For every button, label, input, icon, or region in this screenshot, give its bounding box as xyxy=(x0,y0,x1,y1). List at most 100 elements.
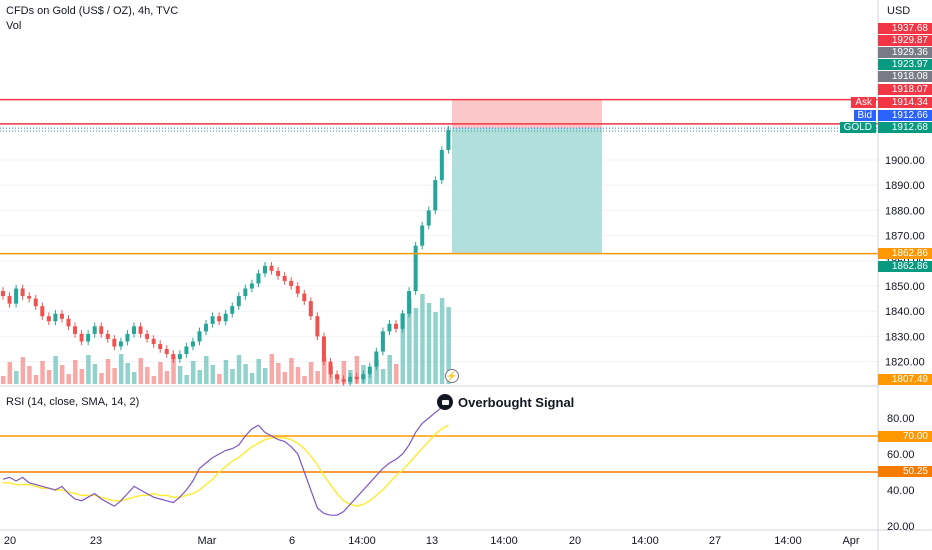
candle-body xyxy=(433,180,438,211)
volume-bar xyxy=(276,363,281,384)
candle-body xyxy=(230,306,235,314)
candle-body xyxy=(321,336,326,362)
candle-body xyxy=(40,306,45,317)
volume-bar xyxy=(86,355,91,384)
candle-body xyxy=(73,326,78,334)
signal-icon xyxy=(437,394,453,410)
candle-body xyxy=(46,316,51,322)
support-tag: 1862.86 xyxy=(878,248,932,259)
candle-body xyxy=(341,379,346,382)
candle-body xyxy=(387,323,392,332)
time-tick-label: Mar xyxy=(198,535,217,547)
volume-bar xyxy=(112,368,117,384)
volume-bar xyxy=(138,358,144,384)
volume-bar xyxy=(125,363,130,384)
candle-body xyxy=(282,275,287,281)
time-tick-label: Apr xyxy=(842,535,859,547)
candle-body xyxy=(308,301,313,317)
volume-bar xyxy=(40,361,45,384)
price-tag: 1912.68 xyxy=(878,122,932,133)
volume-bar xyxy=(59,365,65,384)
candle-body xyxy=(33,298,38,307)
candle-body xyxy=(79,333,84,342)
candle-body xyxy=(439,149,444,181)
volume-bar xyxy=(1,376,6,384)
support-tag-2: 1862.86 xyxy=(878,261,932,272)
candle-body xyxy=(335,374,340,380)
candle-body xyxy=(138,326,143,334)
take-profit-zone xyxy=(452,128,602,254)
candle-body xyxy=(263,265,267,274)
candle-body xyxy=(420,225,425,246)
volume-bar xyxy=(394,364,399,384)
candle-body xyxy=(20,288,25,297)
volume-bar xyxy=(446,307,451,384)
time-tick-label: 14:00 xyxy=(774,535,802,547)
candle-body xyxy=(27,296,32,299)
candle-body xyxy=(171,354,176,360)
volume-bar xyxy=(407,299,412,384)
price-tag-label: Ask xyxy=(851,97,876,108)
volume-bar xyxy=(426,303,432,384)
candle-body xyxy=(7,296,12,304)
candles xyxy=(1,125,451,386)
volume-bar xyxy=(184,375,189,384)
price-tick-label: 1890.00 xyxy=(885,180,925,192)
volume-bar xyxy=(20,357,26,384)
price-tick-label: 1850.00 xyxy=(885,281,925,293)
candle-body xyxy=(354,376,359,380)
volume-bar xyxy=(439,298,445,384)
candle-body xyxy=(118,341,123,347)
rsi-sma-line xyxy=(3,424,449,507)
candle-body xyxy=(348,376,353,382)
candle-body xyxy=(243,288,248,297)
candle-body xyxy=(14,288,19,304)
price-tag: 1937.68 xyxy=(878,23,932,34)
candle-body xyxy=(151,338,156,344)
volume-bar xyxy=(197,370,202,384)
price-levels xyxy=(0,98,878,255)
volume-bar xyxy=(145,367,150,384)
time-tick-label: 20 xyxy=(4,535,16,547)
candle-body xyxy=(177,354,182,360)
candle-body xyxy=(1,291,5,297)
volume-bar xyxy=(190,361,196,384)
time-tick-label: 20 xyxy=(569,535,581,547)
price-tag-label: GOLD xyxy=(839,122,876,133)
candle-body xyxy=(361,374,366,380)
rsi-tick-label: 60.00 xyxy=(887,449,915,461)
candle-body xyxy=(374,351,379,367)
candle-body xyxy=(210,316,215,324)
price-tag: 1918.07 xyxy=(878,84,932,95)
candle-body xyxy=(132,326,136,334)
time-tick-label: 27 xyxy=(709,535,721,547)
price-tag-label: Bid xyxy=(853,110,876,121)
price-tick-label: 1900.00 xyxy=(885,155,925,167)
volume-bar xyxy=(151,376,157,384)
candle-body xyxy=(407,291,412,314)
volume-bar xyxy=(302,376,307,384)
volume-bar xyxy=(66,374,71,384)
volume-bar xyxy=(14,371,19,384)
candle-body xyxy=(92,326,97,334)
rsi-overbought-tag: 70.00 xyxy=(878,431,932,442)
candle-body xyxy=(276,270,281,276)
volume-bar xyxy=(53,356,58,384)
flash-icon[interactable]: ⚡ xyxy=(445,369,459,383)
grid xyxy=(0,159,878,363)
candle-body xyxy=(446,129,451,150)
candle-body xyxy=(145,333,150,339)
time-tick-label: 14:00 xyxy=(348,535,376,547)
candle-body xyxy=(328,361,333,375)
candle-body xyxy=(394,323,398,329)
time-tick-label: 6 xyxy=(289,535,295,547)
volume-bar xyxy=(105,359,111,384)
time-tick-label: 23 xyxy=(90,535,102,547)
volume-bar xyxy=(269,354,275,384)
volume-bar xyxy=(374,360,379,384)
volume-bar xyxy=(177,366,183,384)
price-tag: 1923.97 xyxy=(878,59,932,70)
volume-tag: 1807.49 xyxy=(878,374,932,385)
candle-body xyxy=(53,313,58,322)
